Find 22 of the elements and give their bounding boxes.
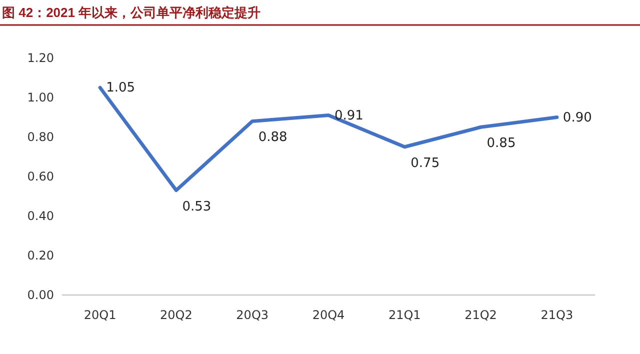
chart-title: 图 42：2021 年以来，公司单平净利稳定提升 [2,5,261,20]
x-tick-label: 21Q1 [388,308,421,322]
x-tick-label: 20Q3 [236,308,269,322]
x-tick-label: 20Q4 [312,308,345,322]
x-tick-label: 21Q3 [540,308,574,322]
y-tick-label: 0.40 [27,209,54,223]
x-tick-label: 20Q2 [160,308,192,322]
text: 0.91 [334,108,364,124]
text: 0.88 [258,130,288,146]
y-tick-label: 0.80 [27,130,54,144]
text: 0.75 [410,156,440,171]
y-tick-label: 1.00 [27,90,54,104]
y-tick-label: 0.20 [27,248,54,262]
y-tick-label: 1.20 [27,51,54,65]
text: 1.05 [106,80,136,96]
x-tick-label: 20Q1 [84,308,116,322]
text: 0.85 [486,136,516,152]
y-tick-label: 0.00 [27,288,54,302]
y-tick-label: 0.60 [27,170,54,184]
text: 0.53 [182,199,212,214]
text: 0.90 [562,110,592,126]
x-tick-label: 21Q2 [464,308,497,322]
